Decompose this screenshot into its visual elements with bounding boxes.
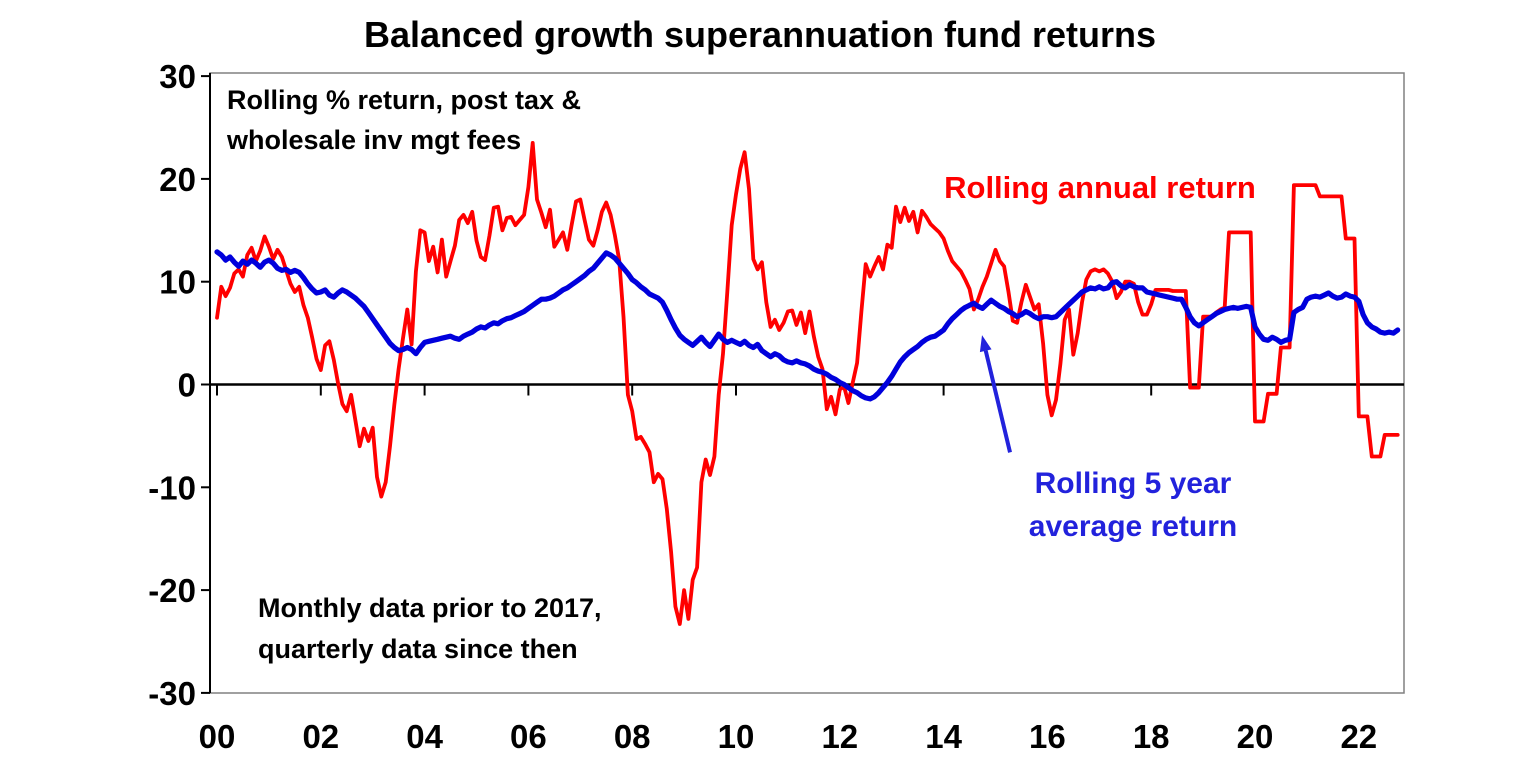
chart-subtitle-line2: wholesale inv mgt fees (227, 125, 522, 155)
x-tick-label: 02 (302, 718, 339, 755)
x-tick-label: 18 (1133, 718, 1170, 755)
blue-series-label-line2: average return (1028, 510, 1238, 543)
annotation-arrow-head (979, 335, 992, 353)
x-tick-label: 00 (199, 718, 236, 755)
data-frequency-note-line2: quarterly data since then (258, 634, 578, 664)
blue-series-label: Rolling 5 year average return (1003, 462, 1263, 548)
y-tick-label: -10 (148, 469, 196, 506)
data-frequency-note-line1: Monthly data prior to 2017, (258, 593, 602, 623)
y-tick-label: -30 (148, 675, 196, 712)
red-series-line (215, 140, 1400, 626)
chart-subtitle: Rolling % return, post tax & wholesale i… (227, 80, 581, 160)
blue-series-line (214, 249, 1401, 402)
x-tick-label: 12 (821, 718, 858, 755)
chart-subtitle-line1: Rolling % return, post tax & (227, 85, 582, 115)
x-tick-label: 06 (510, 718, 547, 755)
x-tick-label: 10 (718, 718, 755, 755)
page-title: Balanced growth superannuation fund retu… (363, 14, 1157, 55)
y-tick-label: 30 (159, 58, 196, 95)
y-tick-label: -20 (148, 572, 196, 609)
x-tick-label: 08 (614, 718, 651, 755)
blue-series-label-line1: Rolling 5 year (1034, 467, 1232, 500)
x-tick-label: 14 (925, 718, 962, 755)
annotation-arrow-shaft (983, 350, 1012, 453)
x-tick-label: 04 (406, 718, 443, 755)
y-tick-label: 20 (159, 161, 196, 198)
x-tick-label: 22 (1340, 718, 1377, 755)
y-tick-label: 10 (159, 264, 196, 301)
x-tick-label: 20 (1237, 718, 1274, 755)
y-tick-label: 0 (178, 367, 196, 404)
data-frequency-note: Monthly data prior to 2017, quarterly da… (258, 588, 602, 670)
x-tick-label: 16 (1029, 718, 1066, 755)
red-series-label: Rolling annual return (944, 170, 1256, 205)
